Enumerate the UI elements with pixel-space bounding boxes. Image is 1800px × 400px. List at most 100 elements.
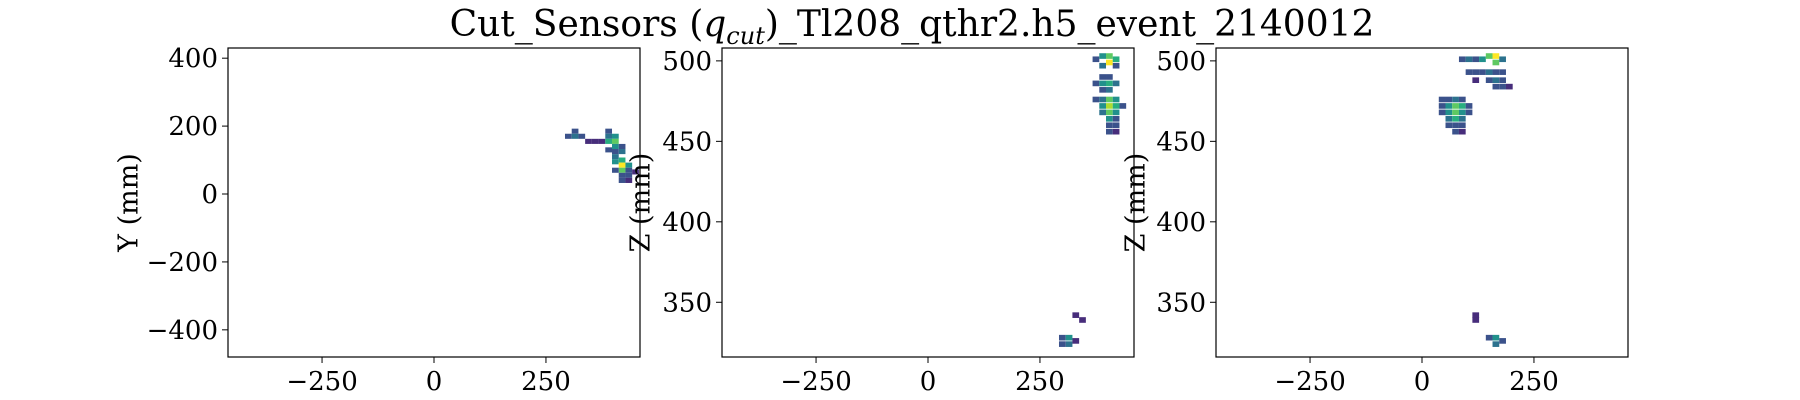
y-tick-label: −400 [147,316,218,346]
heatmap-cell [1106,87,1113,93]
subplot-xz: −250 0 250 350 400 450 500 Z (mm) [625,47,1135,397]
heatmap-cell [1112,128,1120,135]
heatmap-cell [1465,103,1473,109]
heatmap-cell [1445,109,1453,116]
y-tick-label: 400 [1156,208,1206,238]
heatmap-cell [1465,109,1473,116]
heatmap-cell [1445,103,1453,109]
heatmap-cell [1099,74,1107,80]
heatmap-cell [1112,56,1120,63]
heatmap-cell [625,167,633,173]
heatmap-cell [1492,53,1500,59]
heatmap-cell [1065,341,1073,347]
heatmap-cell [564,133,572,139]
heatmap-cell [605,128,613,134]
heatmap-cell [585,138,592,144]
y-tick-label: −200 [147,248,218,278]
y-tick-label: 400 [662,208,712,238]
y-axis-ticks: 350 400 450 500 [662,47,722,318]
y-tick-label: 350 [662,288,712,318]
heatmap-cell [1472,317,1480,323]
heatmap-cell [1458,109,1466,116]
heatmap-cell [1492,69,1500,75]
heatmap-cell [1106,128,1113,135]
y-tick-label: 450 [662,127,712,157]
y-tick-label: 500 [662,47,712,77]
heatmap-cell [1479,69,1486,75]
heatmap-cell [1112,62,1120,69]
heatmap-cell [1445,96,1453,103]
heatmap-cell [1492,334,1500,341]
heatmap-cell [618,177,626,183]
heatmap-cells [1438,53,1513,347]
heatmap-cell [1499,56,1506,63]
x-tick-label: −250 [780,367,851,397]
heatmap-cell [591,138,599,144]
plot-frame [227,47,641,358]
x-tick-label: −250 [286,367,357,397]
heatmap-cell [625,172,633,178]
heatmap-cell [1458,56,1466,63]
heatmap-cell [1106,122,1113,129]
heatmap-cell [1445,116,1453,122]
heatmap-cell [1458,103,1466,109]
heatmap-cell [612,149,619,155]
heatmap-cell [1058,341,1066,347]
y-axis-ticks: 350 400 450 500 [1156,47,1216,318]
heatmap-cell [1072,312,1080,318]
heatmap-cell [1092,56,1100,63]
heatmap-cell [618,143,626,150]
x-axis-ticks: −250 0 250 [780,357,1065,397]
subplot-xy: −250 0 250 −400 −200 0 200 400 Y (mm) [113,44,641,397]
y-tick-label: 400 [168,44,218,74]
heatmap-cell [612,154,619,160]
heatmap-cell [1099,87,1107,93]
heatmap-cell [612,143,619,150]
heatmap-cell [1065,334,1073,341]
heatmap-cell [1112,80,1120,87]
x-tick-label: 0 [1414,367,1431,397]
heatmap-cell [1485,53,1493,59]
heatmap-cell [1499,338,1506,344]
heatmap-cell [1505,83,1513,90]
x-tick-label: 0 [920,367,937,397]
x-axis-ticks: −250 0 250 [1274,357,1559,397]
heatmap-cell [1112,96,1120,103]
y-axis-label: Y (mm) [113,153,144,253]
heatmap-cell [632,169,639,175]
heatmap-cell [618,157,626,163]
x-tick-label: −250 [1274,367,1345,397]
heatmap-cell [1452,103,1459,109]
heatmap-cell [1445,122,1453,129]
heatmap-cell [1106,103,1113,109]
x-tick-label: 250 [1015,367,1065,397]
heatmap-cell [1492,59,1500,66]
heatmap-cell [1106,53,1113,59]
x-tick-label: 0 [426,367,443,397]
heatmap-cell [1092,80,1100,87]
heatmap-cell [1099,96,1107,103]
heatmap-cell [1472,77,1480,83]
heatmap-cell [605,138,613,144]
heatmap-cell [571,133,579,139]
heatmap-cell [1112,122,1120,129]
y-axis-ticks: −400 −200 0 200 400 [147,44,228,346]
x-tick-label: 250 [521,367,571,397]
heatmap-cell [598,138,606,144]
heatmap-cell [1499,77,1506,83]
plot-frame [1215,47,1629,358]
heatmap-cell [605,147,613,153]
heatmap-cell [1452,109,1459,116]
heatmap-cell [612,159,619,165]
heatmap-cell [1106,59,1113,66]
figure-title: Cut_Sensors (qcut)_Tl208_qthr2.h5_event_… [450,4,1375,50]
heatmap-cell [1099,80,1107,87]
heatmap-cell [1458,116,1466,122]
y-tick-label: 200 [168,112,218,142]
heatmap-cell [1112,109,1120,116]
heatmap-cell [605,133,613,139]
heatmap-cell [1452,122,1459,129]
heatmap-cell [625,162,633,168]
heatmap-cell [1452,128,1459,135]
heatmap-cell [1485,334,1493,341]
